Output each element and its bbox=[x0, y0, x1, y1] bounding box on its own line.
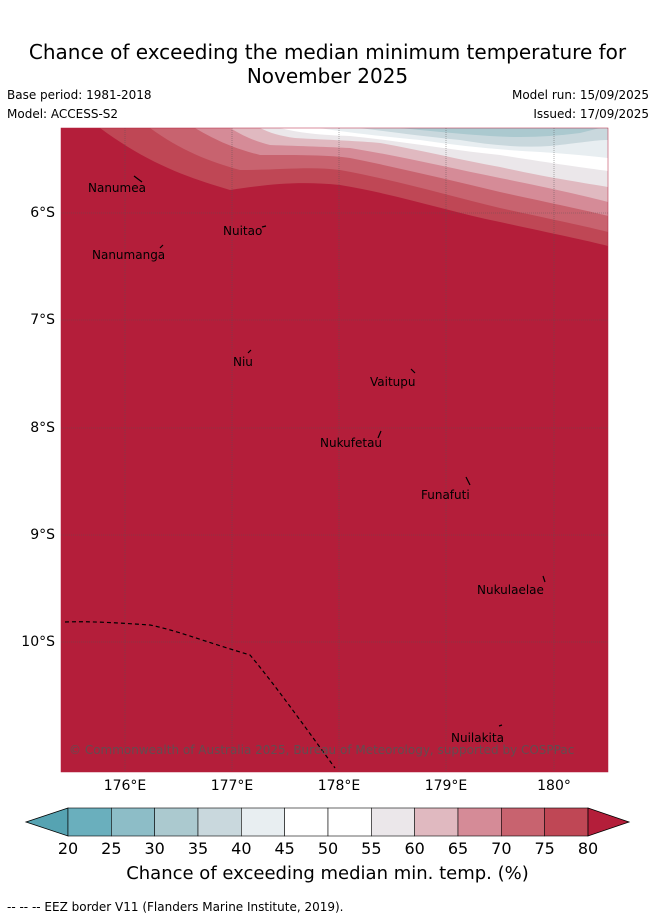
colorbar-cell bbox=[371, 807, 415, 837]
colorbar-tick-label: 55 bbox=[361, 839, 382, 858]
eez-footnote: -- -- -- EEZ border V11 (Flanders Marine… bbox=[7, 900, 344, 914]
colorbar-title: Chance of exceeding median min. temp. (%… bbox=[126, 863, 529, 884]
colorbar-cell bbox=[501, 807, 545, 837]
island-outlines bbox=[133, 175, 546, 727]
place-labels: Nanumea Nuitao Nanumanga Niu Vaitupu Nuk… bbox=[88, 181, 544, 745]
colorbar-cell bbox=[327, 807, 372, 837]
colorbar-tick-label: 70 bbox=[491, 839, 512, 858]
colorbar-low-extend bbox=[24, 807, 69, 837]
place-label-nukufetau: Nukufetau bbox=[320, 436, 382, 450]
place-label-nuilakita: Nuilakita bbox=[451, 731, 504, 745]
probability-contours bbox=[61, 128, 608, 246]
island-shape bbox=[542, 575, 546, 583]
colorbar-tick-label: 50 bbox=[317, 839, 339, 858]
map-background bbox=[61, 128, 608, 772]
island-shape bbox=[377, 430, 382, 439]
lat-label-6s: 6°S bbox=[30, 205, 55, 221]
lat-label-9s: 9°S bbox=[30, 527, 55, 543]
contour-30 bbox=[400, 128, 600, 137]
colorbar-cell bbox=[414, 807, 459, 837]
place-label-nanumanga: Nanumanga bbox=[92, 248, 165, 262]
colorbar-tick-label: 45 bbox=[274, 839, 295, 858]
island-shape bbox=[247, 349, 252, 354]
lat-label-7s: 7°S bbox=[30, 312, 55, 328]
map-frame bbox=[60, 127, 609, 773]
issued-label: Issued: 17/09/2025 bbox=[533, 107, 649, 121]
colorbar-tick-label: 40 bbox=[231, 839, 252, 858]
colorbar-tick-label: 65 bbox=[447, 839, 469, 858]
colorbar-tick-label: 30 bbox=[144, 839, 165, 858]
lon-label-177e: 177°E bbox=[210, 778, 254, 794]
place-label-niu: Niu bbox=[233, 355, 253, 369]
place-label-nanumea: Nanumea bbox=[88, 181, 146, 195]
island-shape bbox=[465, 476, 471, 486]
lat-label-10s: 10°S bbox=[21, 634, 55, 650]
colorbar-tick-label: 35 bbox=[187, 839, 209, 858]
place-label-vaitupu: Vaitupu bbox=[370, 375, 416, 389]
chart-title: Chance of exceeding the median minimum t… bbox=[0, 40, 655, 88]
colorbar-tick-label: 20 bbox=[57, 839, 79, 858]
colorbar-cell bbox=[284, 807, 329, 837]
model-run-label: Model run: 15/09/2025 bbox=[511, 88, 649, 102]
base-period-label: Base period: 1981-2018 bbox=[7, 88, 152, 102]
colorbar-high-extend bbox=[587, 807, 631, 837]
colorbar-tick-label: 60 bbox=[404, 839, 425, 858]
colorbar-cell bbox=[457, 807, 502, 837]
colorbar-tick-label: 75 bbox=[534, 839, 555, 858]
island-shape bbox=[498, 724, 503, 727]
island-shape bbox=[133, 175, 143, 183]
colorbar-cell bbox=[544, 807, 589, 837]
model-label: Model: ACCESS-S2 bbox=[7, 107, 119, 121]
colorbar-cell bbox=[241, 807, 285, 837]
colorbar bbox=[24, 807, 631, 837]
lat-label-8s: 8°S bbox=[30, 420, 55, 436]
island-shape bbox=[261, 225, 267, 228]
eez-border bbox=[64, 621, 336, 769]
colorbar-cell bbox=[154, 807, 199, 837]
place-label-nuitao: Nuitao bbox=[223, 224, 262, 238]
colorbar-tick-label: 25 bbox=[101, 839, 122, 858]
lon-label-178e: 178°E bbox=[317, 778, 361, 794]
colorbar-cell bbox=[111, 807, 155, 837]
copyright-notice: © Commonwealth of Australia 2025, Bureau… bbox=[69, 743, 574, 757]
island-shape bbox=[410, 368, 416, 374]
colorbar-tick-label: 80 bbox=[577, 839, 599, 858]
colorbar-cells bbox=[67, 807, 589, 837]
island-shape bbox=[159, 244, 164, 249]
place-label-funafuti: Funafuti bbox=[421, 488, 470, 502]
title-line-2: November 2025 bbox=[246, 64, 409, 88]
colorbar-cell bbox=[67, 807, 112, 837]
lon-label-179e: 179°E bbox=[424, 778, 468, 794]
lon-label-180: 180° bbox=[537, 778, 571, 794]
place-label-nukulaelae: Nukulaelae bbox=[477, 583, 544, 597]
graticule bbox=[61, 128, 608, 772]
colorbar-cell bbox=[197, 807, 242, 837]
lon-label-176e: 176°E bbox=[103, 778, 147, 794]
title-line-1: Chance of exceeding the median minimum t… bbox=[28, 40, 627, 64]
